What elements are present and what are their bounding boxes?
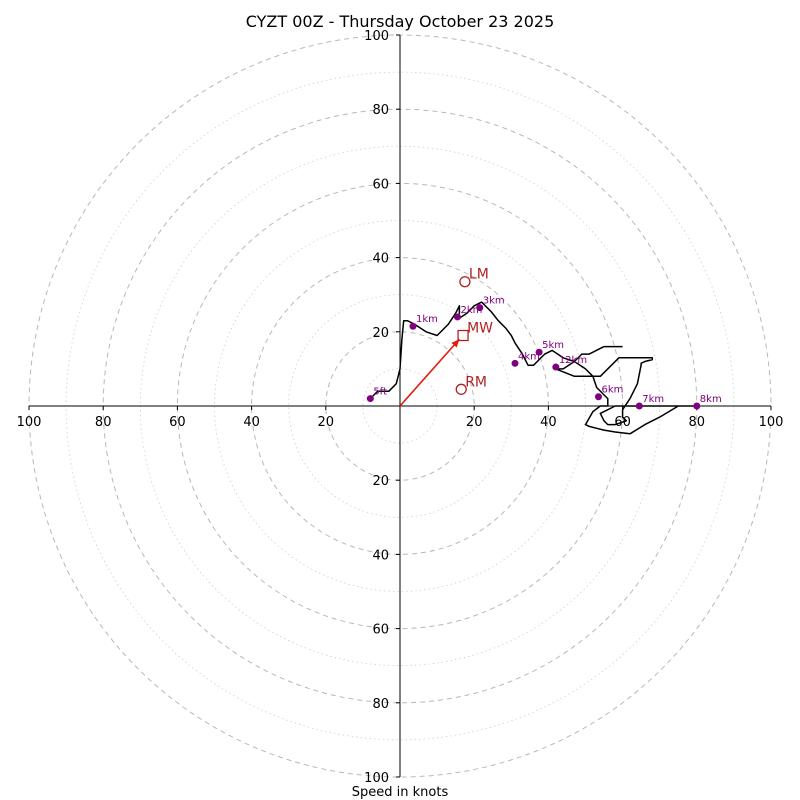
hodograph-profile <box>369 301 698 435</box>
y-tick-label: 80 <box>372 697 389 712</box>
y-tick-label: 60 <box>372 177 389 192</box>
height-label-8km: 8km <box>700 394 722 405</box>
y-tick-label: 20 <box>372 326 389 341</box>
height-marker-2km <box>454 313 462 321</box>
x-tick-label: 20 <box>466 415 483 430</box>
y-tick-label: 100 <box>364 29 389 44</box>
y-tick-label: 40 <box>372 252 389 267</box>
storm-motion-vector <box>399 338 460 407</box>
x-tick-label: 40 <box>243 415 260 430</box>
y-tick-label: 60 <box>372 623 389 638</box>
height-marker-4km <box>511 359 519 367</box>
rm-label: RM <box>465 374 487 390</box>
height-marker-3km <box>476 304 484 312</box>
tick-marks: 100 80 60 40 20 20 40 60 80 100100806040202040608… <box>17 29 784 786</box>
x-tick-label: 80 <box>689 415 706 430</box>
storm-vector-arrowhead <box>451 339 460 348</box>
height-label-6km: 6km <box>601 385 623 396</box>
height-label-2km: 2km <box>461 305 483 316</box>
y-tick-label: 20 <box>372 474 389 489</box>
height-marker-12km <box>552 363 560 371</box>
height-marker-7km <box>635 402 643 410</box>
chart-title: CYZT 00Z - Thursday October 23 2025 <box>246 12 555 31</box>
storm-vector-line <box>399 338 460 407</box>
height-label-1km: 1km <box>416 314 438 325</box>
height-label-5km: 5km <box>542 340 564 351</box>
height-marker-8km <box>693 402 701 410</box>
x-tick-label: 60 <box>169 415 186 430</box>
x-tick-label: 40 <box>540 415 557 430</box>
lm-label: LM <box>469 267 489 283</box>
x-tick-label: 100 <box>17 415 42 430</box>
x-tick-label: 100 <box>759 415 784 430</box>
mw-marker <box>457 329 469 342</box>
y-tick-label: 100 <box>364 771 389 786</box>
height-label-12km: 12km <box>559 355 587 366</box>
x-axis-label: Speed in knots <box>352 785 449 800</box>
height-marker-6km <box>594 393 602 401</box>
mw-label: MW <box>467 321 493 337</box>
x-tick-label: 80 <box>95 415 112 430</box>
height-label-7km: 7km <box>642 394 664 405</box>
height-label-5ft: 5ft <box>373 387 387 398</box>
height-marker-5ft <box>366 395 374 403</box>
y-tick-label: 80 <box>372 103 389 118</box>
lm-marker <box>459 276 471 288</box>
storm-motion-markers: LM MW RM <box>455 267 493 395</box>
height-marker-5km <box>535 348 543 356</box>
y-tick-label: 40 <box>372 548 389 563</box>
rm-marker <box>455 383 467 395</box>
hodograph-line <box>369 301 698 435</box>
height-marker-1km <box>409 322 417 330</box>
x-tick-label: 20 <box>318 415 335 430</box>
height-label-4km: 4km <box>518 351 540 362</box>
height-label-3km: 3km <box>483 296 505 307</box>
